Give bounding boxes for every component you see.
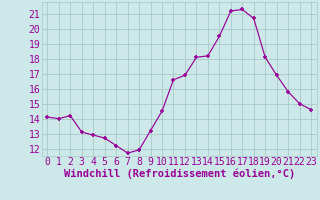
X-axis label: Windchill (Refroidissement éolien,°C): Windchill (Refroidissement éolien,°C) (64, 169, 295, 179)
